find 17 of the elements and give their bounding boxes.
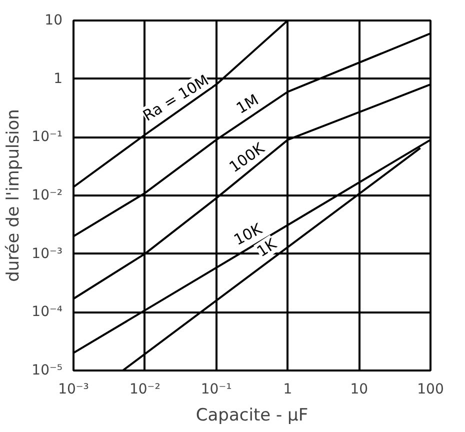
y-tick-label: 10⁻² [32,188,63,204]
x-axis-title: Capacite - µF [196,406,308,426]
y-tick-label: 10⁻³ [32,246,63,262]
y-axis-title: durée de l'impulsion [4,109,24,282]
y-tick-label: 1 [54,70,63,87]
x-tick-label: 10 [350,382,368,398]
y-tick-label: 10⁻¹ [32,129,63,146]
x-tick-label: 100 [417,382,444,398]
y-tick-label: 10 [44,12,63,28]
y-tick-label: 10⁻⁵ [32,362,63,378]
y-tick-label: 10⁻⁴ [32,304,63,320]
x-tick-label: 1 [283,382,292,398]
x-tick-label: 10⁻² [129,382,160,398]
x-tick-label: 10⁻¹ [200,382,232,398]
text: Ra = 10M [140,71,212,125]
text: 1M [233,90,262,118]
x-tick-label: 10⁻³ [58,382,89,398]
